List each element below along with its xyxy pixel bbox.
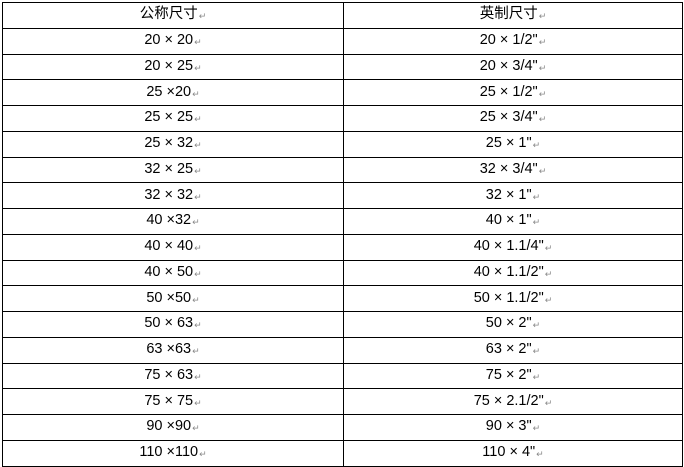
nominal-size-cell: 50 × 63 — [2, 311, 344, 338]
table-row: 25 × 25 25 × 3/4" — [2, 105, 683, 132]
imperial-size-cell: 63 × 2" — [343, 336, 683, 364]
nominal-size-cell: 50 ×50 — [2, 285, 344, 312]
header-cell-imperial: 英制尺寸 — [343, 2, 683, 29]
nominal-size-cell: 75 × 63 — [2, 362, 344, 390]
cell-text: 25 × 3/4" — [480, 109, 547, 125]
header-row: 公称尺寸 英制尺寸 — [2, 2, 683, 29]
cell-text: 25 × 32 — [144, 135, 201, 151]
nominal-size-cell: 110 ×110 — [2, 439, 344, 467]
table-row: 110 ×110 110 × 4" — [2, 439, 683, 467]
cell-text: 63 × 2" — [486, 341, 540, 357]
table-row: 40 ×32 40 × 1" — [2, 208, 683, 235]
table-row: 40 × 40 40 × 1.1/4" — [2, 233, 683, 261]
imperial-size-cell: 75 × 2.1/2" — [343, 388, 683, 415]
cell-text: 25 × 1" — [486, 135, 540, 151]
table-row: 90 ×90 90 × 3" — [2, 414, 683, 441]
imperial-size-cell: 20 × 3/4" — [343, 53, 683, 81]
cell-text: 110 ×110 — [139, 444, 206, 460]
imperial-size-cell: 40 × 1.1/4" — [343, 233, 683, 261]
cell-text: 40 × 1" — [486, 212, 540, 228]
cell-text: 50 × 2" — [486, 315, 540, 331]
nominal-size-cell: 90 ×90 — [2, 414, 344, 441]
table-row: 75 × 75 75 × 2.1/2" — [2, 388, 683, 415]
cell-text: 90 ×90 — [146, 418, 199, 434]
cell-text: 75 × 2.1/2" — [474, 393, 553, 409]
nominal-size-cell: 25 × 25 — [2, 105, 344, 132]
cell-text: 40 × 1.1/2" — [474, 264, 553, 280]
table-row: 50 × 63 50 × 2" — [2, 311, 683, 338]
cell-text: 50 × 63 — [144, 315, 201, 331]
imperial-size-cell: 25 × 3/4" — [343, 105, 683, 132]
table-row: 32 × 32 32 × 1" — [2, 182, 683, 209]
header-label: 公称尺寸 — [140, 6, 207, 22]
nominal-size-cell: 32 × 25 — [2, 156, 344, 184]
cell-text: 20 × 25 — [144, 58, 201, 74]
imperial-size-cell: 90 × 3" — [343, 414, 683, 441]
cell-text: 40 × 40 — [144, 238, 201, 254]
cell-text: 40 × 50 — [144, 264, 201, 280]
imperial-size-cell: 32 × 3/4" — [343, 156, 683, 184]
cell-text: 25 × 1/2" — [480, 84, 547, 100]
table-row: 25 × 32 25 × 1" — [2, 130, 683, 158]
cell-text: 32 × 25 — [144, 161, 201, 177]
imperial-size-cell: 110 × 4" — [343, 439, 683, 467]
imperial-size-cell: 75 × 2" — [343, 362, 683, 390]
cell-text: 32 × 1" — [486, 187, 540, 203]
nominal-size-cell: 75 × 75 — [2, 388, 344, 415]
imperial-size-cell: 25 × 1" — [343, 130, 683, 158]
imperial-size-cell: 25 × 1/2" — [343, 79, 683, 106]
nominal-size-cell: 40 × 50 — [2, 259, 344, 287]
imperial-size-cell: 32 × 1" — [343, 182, 683, 209]
nominal-size-cell: 25 ×20 — [2, 79, 344, 106]
nominal-size-cell: 20 × 20 — [2, 27, 344, 55]
nominal-size-cell: 40 × 40 — [2, 233, 344, 261]
table-row: 75 × 63 75 × 2" — [2, 362, 683, 390]
cell-text: 20 × 20 — [144, 32, 201, 48]
cell-text: 50 ×50 — [146, 290, 199, 306]
imperial-size-cell: 20 × 1/2" — [343, 27, 683, 55]
table-row: 20 × 20 20 × 1/2" — [2, 27, 683, 55]
cell-text: 32 × 32 — [144, 187, 201, 203]
nominal-size-cell: 63 ×63 — [2, 336, 344, 364]
cell-text: 20 × 3/4" — [480, 58, 547, 74]
cell-text: 75 × 63 — [144, 367, 201, 383]
imperial-size-cell: 40 × 1" — [343, 208, 683, 235]
nominal-size-cell: 40 ×32 — [2, 208, 344, 235]
imperial-size-cell: 50 × 1.1/2" — [343, 285, 683, 312]
cell-text: 40 ×32 — [146, 212, 199, 228]
cell-text: 75 × 2" — [486, 367, 540, 383]
nominal-size-cell: 20 × 25 — [2, 53, 344, 81]
table-row: 32 × 25 32 × 3/4" — [2, 156, 683, 184]
cell-text: 20 × 1/2" — [480, 32, 547, 48]
header-label: 英制尺寸 — [480, 6, 547, 22]
nominal-size-cell: 25 × 32 — [2, 130, 344, 158]
table-row: 20 × 25 20 × 3/4" — [2, 53, 683, 81]
cell-text: 110 × 4" — [482, 444, 543, 460]
cell-text: 90 × 3" — [486, 418, 540, 434]
cell-text: 25 ×20 — [146, 84, 199, 100]
nominal-size-cell: 32 × 32 — [2, 182, 344, 209]
table-row: 40 × 50 40 × 1.1/2" — [2, 259, 683, 287]
table-row: 50 ×50 50 × 1.1/2" — [2, 285, 683, 312]
table-row: 25 ×20 25 × 1/2" — [2, 79, 683, 106]
cell-text: 40 × 1.1/4" — [474, 238, 553, 254]
cell-text: 63 ×63 — [146, 341, 199, 357]
header-cell-nominal: 公称尺寸 — [2, 2, 344, 29]
imperial-size-cell: 50 × 2" — [343, 311, 683, 338]
cell-text: 50 × 1.1/2" — [474, 290, 553, 306]
cell-text: 32 × 3/4" — [480, 161, 547, 177]
table-row: 63 ×63 63 × 2" — [2, 336, 683, 364]
imperial-size-cell: 40 × 1.1/2" — [343, 259, 683, 287]
cell-text: 75 × 75 — [144, 393, 201, 409]
cell-text: 25 × 25 — [144, 109, 201, 125]
